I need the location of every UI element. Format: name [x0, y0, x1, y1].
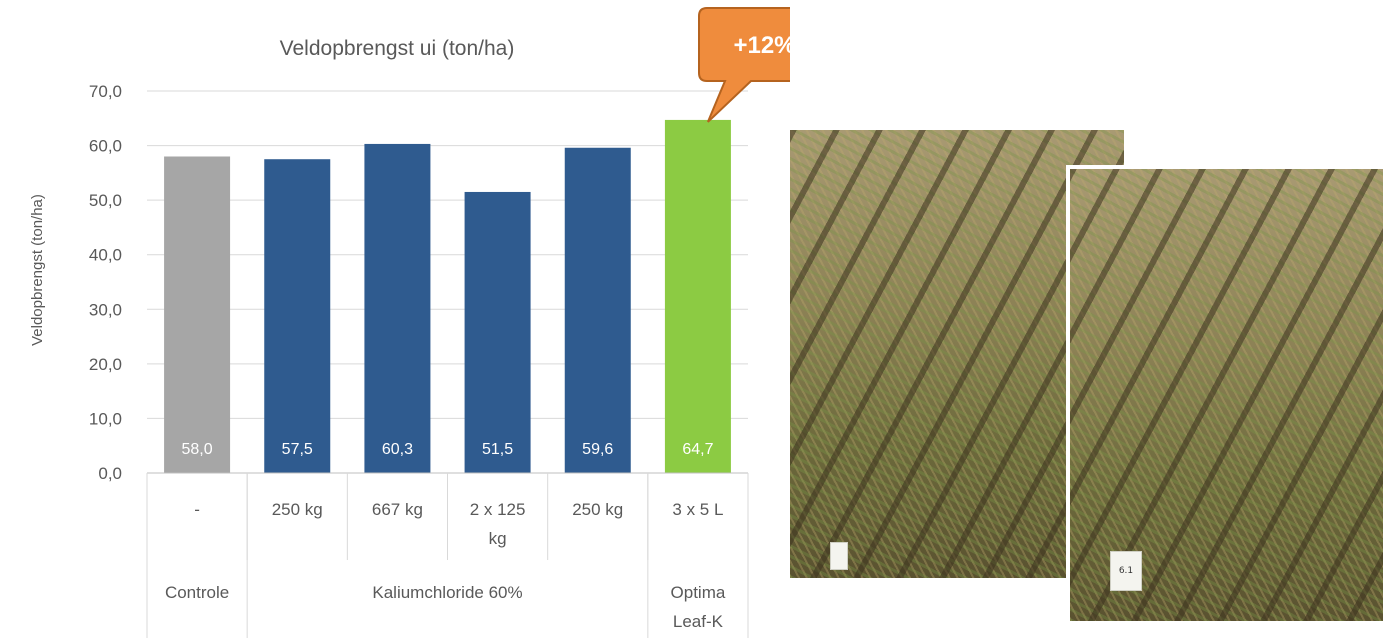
y-tick-label: 40,0: [89, 246, 122, 265]
yield-bar-chart: Veldopbrengst ui (ton/ha) Veldopbrengst …: [29, 7, 790, 638]
data-label: 60,3: [382, 441, 413, 458]
bars: 58,0 57,5 60,3 51,5 59,6 64,7: [147, 119, 748, 474]
y-tick-label: 20,0: [89, 355, 122, 374]
category-label: kg: [489, 529, 507, 548]
callout-text: +12%: [733, 32, 790, 59]
group-label: Leaf-K: [673, 612, 724, 631]
bar: [264, 159, 331, 473]
plot-tag-left: [830, 542, 848, 570]
data-label: 57,5: [282, 441, 313, 458]
category-label: 2 x 125: [470, 500, 526, 519]
bar: [464, 191, 531, 473]
category-label: 3 x 5 L: [672, 500, 723, 519]
y-tick-label: 0,0: [98, 464, 122, 483]
y-tick-label: 30,0: [89, 300, 122, 319]
data-label: 51,5: [482, 441, 513, 458]
category-table: Controle Kaliumchloride 60% Optima Leaf-K - 2…: [146, 473, 749, 638]
bar: [664, 119, 731, 474]
category-label: 250 kg: [572, 500, 623, 519]
data-label: 64,7: [682, 441, 713, 458]
group-label: Optima: [671, 583, 726, 602]
bar: [564, 147, 631, 474]
callout: +12%: [698, 7, 790, 123]
y-tick-labels: 0,0 10,0 20,0 30,0 40,0 50,0 60,0 70,0: [89, 82, 122, 483]
y-tick-label: 60,0: [89, 137, 122, 156]
group-label: Controle: [165, 583, 229, 602]
y-tick-label: 70,0: [89, 82, 122, 101]
gridlines: [147, 90, 748, 419]
bar: [164, 156, 231, 473]
chart-title: Veldopbrengst ui (ton/ha): [280, 37, 515, 60]
onion-field-photo-right: 6.1: [1066, 165, 1383, 621]
group-label: Kaliumchloride 60%: [372, 583, 522, 602]
data-label: 58,0: [182, 441, 213, 458]
y-tick-label: 10,0: [89, 409, 122, 428]
y-tick-label: 50,0: [89, 191, 122, 210]
bar: [364, 143, 431, 474]
data-label: 59,6: [582, 441, 613, 458]
category-label: -: [194, 500, 200, 519]
category-label: 667 kg: [372, 500, 423, 519]
callout-bubble: [698, 7, 790, 123]
category-label: 250 kg: [272, 500, 323, 519]
y-axis-label: Veldopbrengst (ton/ha): [29, 194, 46, 346]
plot-tag-right: 6.1: [1110, 551, 1142, 591]
